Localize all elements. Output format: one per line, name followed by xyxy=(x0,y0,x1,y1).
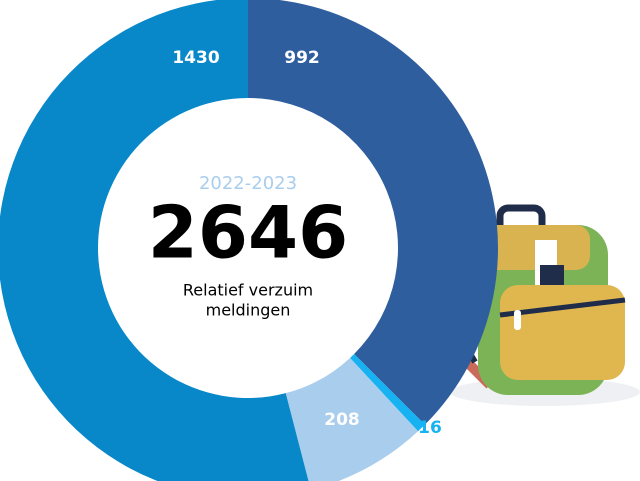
backpack-illustration xyxy=(439,204,640,406)
center-caption: meldingen xyxy=(206,301,291,320)
segment-label: 208 xyxy=(324,410,360,430)
segment-label: 992 xyxy=(284,48,320,68)
donut-segment xyxy=(0,0,309,481)
donut xyxy=(0,0,499,481)
donut-segment xyxy=(248,0,499,425)
segment-label: 16 xyxy=(418,418,442,438)
donut-segment xyxy=(350,354,425,432)
donut-segment xyxy=(285,357,419,481)
center-subtitle: 2022-2023 xyxy=(199,173,297,194)
center-caption: Relatief verzuim xyxy=(183,281,313,300)
center-value: 2646 xyxy=(148,191,348,275)
segment-label: 1430 xyxy=(172,48,219,68)
